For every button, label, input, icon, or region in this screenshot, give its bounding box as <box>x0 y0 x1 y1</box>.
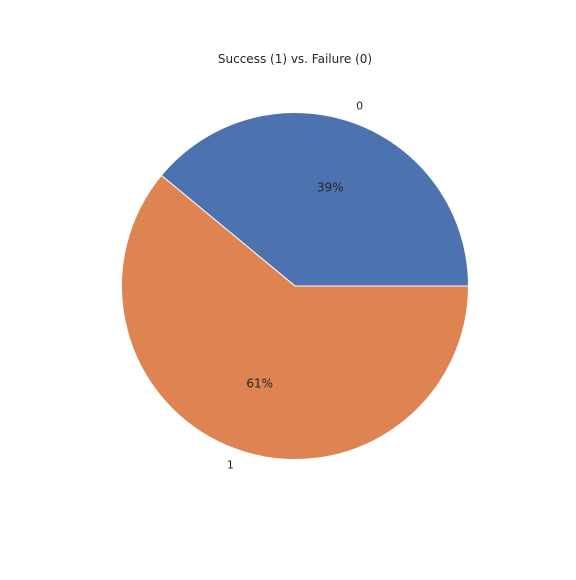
chart-title: Success (1) vs. Failure (0) <box>218 52 372 66</box>
slice-percent-label: 61% <box>246 376 273 390</box>
slice-category-label: 1 <box>227 459 234 472</box>
slice-category-label: 0 <box>356 99 363 112</box>
pie-slice-0 <box>160 112 469 287</box>
pie-labels: 0 39% 1 61% <box>227 99 363 471</box>
slice-percent-label: 39% <box>317 181 344 195</box>
pie-slice-1 <box>121 174 469 460</box>
pie-slices <box>121 112 469 460</box>
